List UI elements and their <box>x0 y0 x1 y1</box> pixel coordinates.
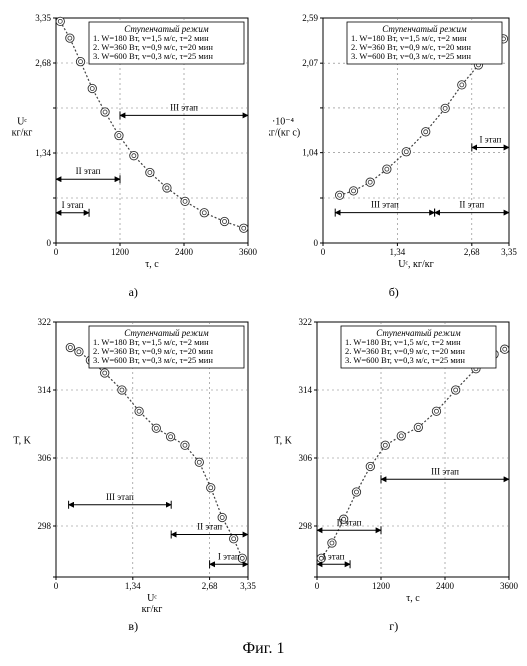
svg-text:2,68: 2,68 <box>202 581 218 591</box>
svg-text:1200: 1200 <box>111 247 130 257</box>
svg-text:τ, с: τ, с <box>406 593 420 604</box>
svg-text:II этап: II этап <box>459 200 484 210</box>
svg-text:314: 314 <box>38 385 52 395</box>
svg-text:·10⁻⁴кг/(кг с): ·10⁻⁴кг/(кг с) <box>269 117 300 139</box>
svg-text:1200: 1200 <box>372 581 391 591</box>
svg-text:314: 314 <box>298 385 312 395</box>
svg-text:III этап: III этап <box>370 200 398 210</box>
caption-d: г) <box>269 619 520 634</box>
svg-text:2,68: 2,68 <box>463 247 479 257</box>
svg-text:2400: 2400 <box>175 247 194 257</box>
chart-a: 0 1200 2400 3600 0 1,34 2,68 3,35 τ, с Uᶜкг/кг I э… <box>8 8 259 283</box>
svg-text:2400: 2400 <box>436 581 455 591</box>
chart-b: 0 1,34 2,68 3,35 0 1,04 2,07 2,59 Uᶜ, кг/кг ·10⁻⁴… <box>269 8 520 283</box>
chart-d: 0 1200 2400 3600 298 306 314 322 τ, с T, K I этап I… <box>269 312 520 617</box>
svg-text:1,34: 1,34 <box>389 247 405 257</box>
panel-a: 0 1200 2400 3600 0 1,34 2,68 3,35 τ, с Uᶜкг/кг I э… <box>8 8 259 300</box>
panel-c: 0 1,34 2,68 3,35 298 306 314 322 Uᶜкг/кг T, K III … <box>8 312 259 634</box>
svg-text:I этап: I этап <box>62 200 84 210</box>
svg-text:0: 0 <box>54 247 59 257</box>
figure-caption: Фиг. 1 <box>8 640 519 658</box>
svg-text:Uᶜкг/кг: Uᶜкг/кг <box>142 593 163 615</box>
svg-text:3. W=600 Вт, v=0,3 м/с, τ=25 м: 3. W=600 Вт, v=0,3 м/с, τ=25 мин <box>93 51 213 61</box>
svg-text:Uᶜ, кг/кг: Uᶜ, кг/кг <box>398 259 433 270</box>
svg-text:0: 0 <box>47 238 52 248</box>
svg-text:II этап: II этап <box>336 517 361 527</box>
svg-text:0: 0 <box>320 247 325 257</box>
svg-text:322: 322 <box>298 317 312 327</box>
svg-text:0: 0 <box>314 581 319 591</box>
svg-text:1,04: 1,04 <box>302 148 318 158</box>
caption-b: б) <box>269 285 520 300</box>
svg-text:III этап: III этап <box>431 466 459 476</box>
svg-text:III этап: III этап <box>106 492 134 502</box>
panel-b: 0 1,34 2,68 3,35 0 1,04 2,07 2,59 Uᶜ, кг/кг ·10⁻⁴… <box>269 8 520 300</box>
svg-text:306: 306 <box>38 453 52 463</box>
svg-text:2,59: 2,59 <box>302 13 318 23</box>
svg-text:3. W=600 Вт, v=0,3 м/с, τ=25 м: 3. W=600 Вт, v=0,3 м/с, τ=25 мин <box>345 355 465 365</box>
panel-grid: 0 1200 2400 3600 0 1,34 2,68 3,35 τ, с Uᶜкг/кг I э… <box>8 8 519 634</box>
svg-text:3. W=600 Вт, v=0,3 м/с, τ=25 м: 3. W=600 Вт, v=0,3 м/с, τ=25 мин <box>351 51 471 61</box>
svg-text:I этап: I этап <box>218 551 240 561</box>
svg-text:T, K: T, K <box>274 436 292 447</box>
svg-text:3600: 3600 <box>500 581 519 591</box>
caption-a: а) <box>8 285 259 300</box>
svg-text:3,35: 3,35 <box>501 247 517 257</box>
svg-text:T, K: T, K <box>13 436 31 447</box>
svg-text:2,07: 2,07 <box>302 58 318 68</box>
svg-text:1,34: 1,34 <box>35 148 51 158</box>
svg-text:II этап: II этап <box>197 522 222 532</box>
svg-text:0: 0 <box>54 581 59 591</box>
svg-text:1,34: 1,34 <box>125 581 141 591</box>
svg-text:I этап: I этап <box>479 134 501 144</box>
svg-text:II этап: II этап <box>76 166 101 176</box>
svg-text:I этап: I этап <box>322 551 344 561</box>
svg-text:0: 0 <box>313 238 318 248</box>
svg-text:306: 306 <box>298 453 312 463</box>
caption-c: в) <box>8 619 259 634</box>
svg-text:3. W=600 Вт, v=0,3 м/с, τ=25 м: 3. W=600 Вт, v=0,3 м/с, τ=25 мин <box>93 355 213 365</box>
svg-text:2,68: 2,68 <box>35 58 51 68</box>
panel-d: 0 1200 2400 3600 298 306 314 322 τ, с T, K I этап I… <box>269 312 520 634</box>
svg-text:τ, с: τ, с <box>145 259 159 270</box>
svg-text:3,35: 3,35 <box>240 581 256 591</box>
svg-text:298: 298 <box>38 521 52 531</box>
svg-text:3600: 3600 <box>239 247 258 257</box>
svg-text:III этап: III этап <box>170 102 198 112</box>
svg-text:3,35: 3,35 <box>35 13 51 23</box>
svg-text:Uᶜкг/кг: Uᶜкг/кг <box>12 117 33 139</box>
svg-text:322: 322 <box>38 317 52 327</box>
svg-text:298: 298 <box>298 521 312 531</box>
figure-1: 0 1200 2400 3600 0 1,34 2,68 3,35 τ, с Uᶜкг/кг I э… <box>8 8 519 658</box>
chart-c: 0 1,34 2,68 3,35 298 306 314 322 Uᶜкг/кг T, K III … <box>8 312 259 617</box>
